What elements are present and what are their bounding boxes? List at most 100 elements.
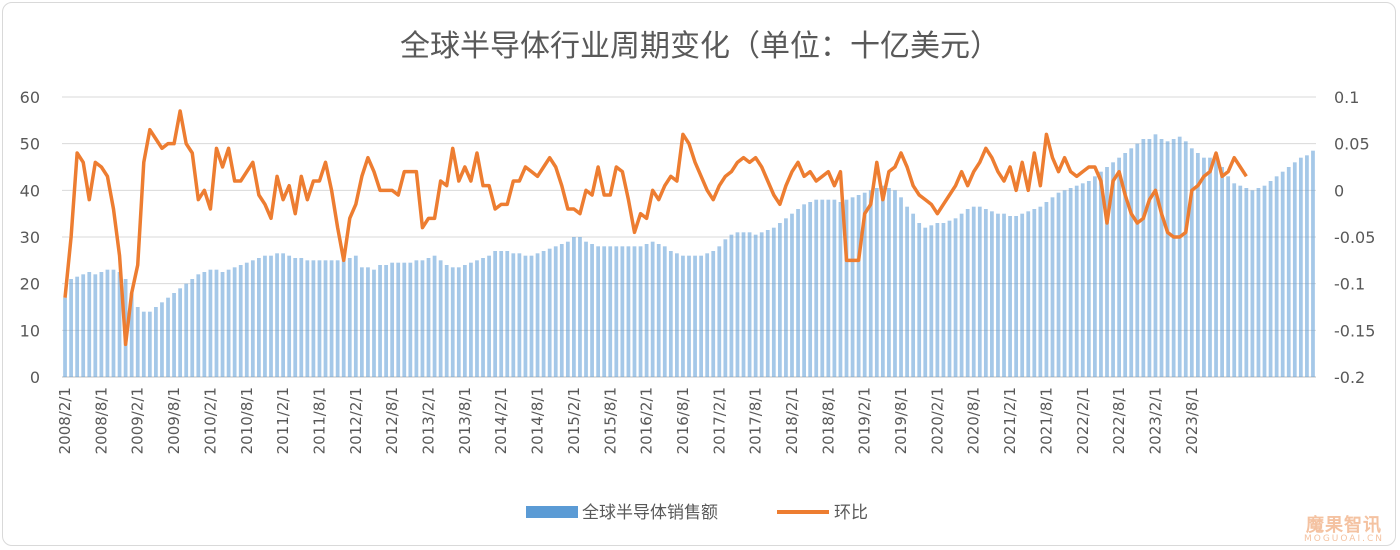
bar <box>505 251 510 377</box>
bar <box>1177 136 1182 377</box>
bar <box>281 253 285 377</box>
bar <box>796 209 800 377</box>
y-right-tick-label: 0.05 <box>1334 135 1370 154</box>
bar <box>596 246 601 377</box>
bar <box>390 262 395 377</box>
bar <box>717 246 722 377</box>
bar <box>178 288 183 377</box>
x-tick-label: 2015/8/1 <box>601 387 619 454</box>
bar <box>1202 157 1206 377</box>
bar <box>1062 190 1067 377</box>
bar <box>1014 216 1019 377</box>
bar <box>699 255 703 377</box>
bar <box>1226 176 1231 377</box>
bar <box>287 255 292 377</box>
bar <box>923 227 928 377</box>
y-right-tick-label: 0.1 <box>1334 88 1359 107</box>
bar <box>384 265 388 377</box>
bar <box>626 246 631 377</box>
bar <box>438 260 443 377</box>
bar <box>1086 181 1091 377</box>
bar <box>735 232 740 377</box>
bar <box>1232 183 1237 377</box>
x-tick-label: 2009/2/1 <box>129 387 147 454</box>
bar <box>662 246 667 377</box>
bar <box>971 206 976 377</box>
bar <box>196 274 201 377</box>
bar <box>269 255 273 377</box>
watermark-cn: 魔果智讯 <box>1305 515 1382 536</box>
bar <box>117 272 122 377</box>
bar <box>426 258 431 377</box>
bar <box>753 234 758 377</box>
bar <box>1135 143 1140 377</box>
y-left-tick-label: 0 <box>30 368 40 387</box>
bar <box>874 188 879 377</box>
bar <box>965 209 970 377</box>
bar <box>323 260 328 377</box>
x-tick-label: 2020/8/1 <box>965 387 983 454</box>
bar <box>481 258 485 377</box>
bar <box>1183 141 1188 377</box>
bar <box>868 190 873 377</box>
bar <box>1123 153 1128 377</box>
x-tick-label: 2015/2/1 <box>565 387 583 454</box>
bar <box>1165 141 1170 377</box>
x-tick-label: 2016/2/1 <box>638 387 656 454</box>
x-tick-label: 2023/2/1 <box>1146 387 1164 454</box>
bar <box>1298 157 1303 377</box>
bar <box>1256 188 1261 377</box>
bar <box>681 255 685 377</box>
bar <box>905 206 909 377</box>
bar <box>487 255 491 377</box>
bar <box>1244 188 1249 377</box>
y-right-tick-label: 0 <box>1334 181 1344 200</box>
mom-line-series <box>63 109 1248 347</box>
bar <box>299 258 304 377</box>
bar <box>263 255 267 377</box>
bar <box>250 260 255 377</box>
left-y-axis: 0 10 20 30 40 50 60 <box>20 88 40 387</box>
bar <box>226 269 231 377</box>
bar <box>668 251 673 377</box>
bar <box>111 269 116 377</box>
bar <box>608 246 613 377</box>
bar <box>220 272 225 377</box>
bar <box>1311 150 1315 377</box>
bar <box>565 241 570 377</box>
bar <box>693 255 697 377</box>
bar <box>93 274 98 377</box>
bar <box>584 241 588 377</box>
bar <box>887 188 891 377</box>
bar <box>572 237 576 377</box>
bar <box>493 251 498 377</box>
bar <box>729 234 734 377</box>
bar <box>602 246 607 377</box>
bar <box>850 197 855 377</box>
bar <box>747 232 752 377</box>
bar <box>759 232 764 377</box>
bar <box>293 258 298 377</box>
bar <box>941 223 946 377</box>
bar <box>1002 213 1006 377</box>
x-tick-label: 2013/2/1 <box>420 387 438 454</box>
x-tick-label: 2016/8/1 <box>674 387 692 454</box>
x-tick-label: 2020/2/1 <box>928 387 946 454</box>
bar <box>541 251 546 377</box>
x-tick-label: 2009/8/1 <box>165 387 183 454</box>
bar <box>244 262 249 377</box>
bar <box>160 302 164 377</box>
bar <box>620 246 625 377</box>
bar <box>396 262 401 377</box>
x-tick-label: 2021/2/1 <box>1001 387 1019 454</box>
bar <box>335 260 340 377</box>
x-tick-label: 2013/8/1 <box>456 387 474 454</box>
bar <box>632 246 637 377</box>
bar <box>1189 148 1194 377</box>
bar <box>214 269 219 377</box>
bar <box>75 276 80 377</box>
bar <box>523 255 528 377</box>
bar <box>1159 139 1164 377</box>
bar <box>475 260 479 377</box>
bar <box>1105 167 1109 377</box>
